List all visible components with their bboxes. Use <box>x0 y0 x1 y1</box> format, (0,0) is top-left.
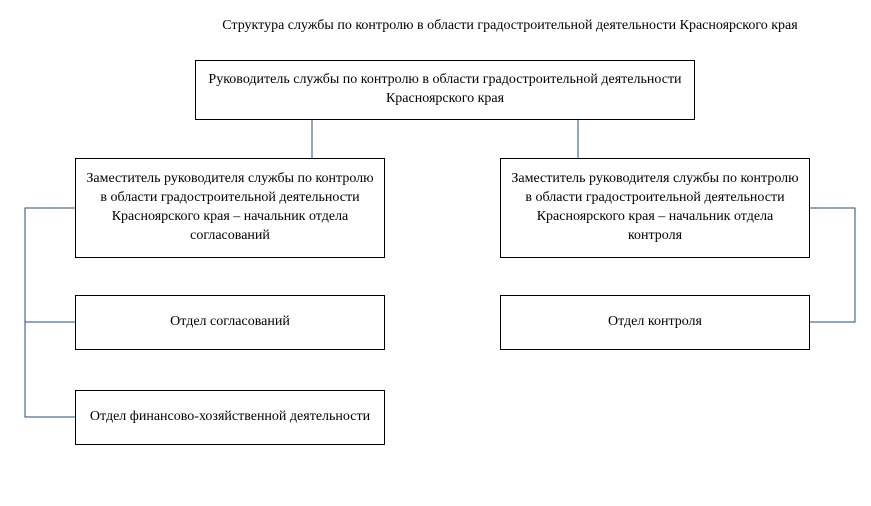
connector-line <box>25 322 75 417</box>
node-deputy-approvals-label: Заместитель руководителя службы по контр… <box>86 170 374 246</box>
node-head-label: Руководитель службы по контролю в област… <box>206 71 684 109</box>
node-dept-finance-label: Отдел финансово-хозяйственной деятельнос… <box>90 408 370 427</box>
org-chart-canvas: Структура службы по контролю в области г… <box>0 0 871 506</box>
node-dept-approvals: Отдел согласований <box>75 295 385 350</box>
node-dept-approvals-label: Отдел согласований <box>170 313 290 332</box>
diagram-title: Структура службы по контролю в области г… <box>160 18 860 34</box>
node-deputy-control-label: Заместитель руководителя службы по контр… <box>511 170 799 246</box>
node-dept-finance: Отдел финансово-хозяйственной деятельнос… <box>75 390 385 445</box>
node-head: Руководитель службы по контролю в област… <box>195 60 695 120</box>
connector-line <box>25 208 75 322</box>
node-dept-control: Отдел контроля <box>500 295 810 350</box>
connector-line <box>810 208 855 322</box>
node-deputy-control: Заместитель руководителя службы по контр… <box>500 158 810 258</box>
node-deputy-approvals: Заместитель руководителя службы по контр… <box>75 158 385 258</box>
node-dept-control-label: Отдел контроля <box>608 313 702 332</box>
